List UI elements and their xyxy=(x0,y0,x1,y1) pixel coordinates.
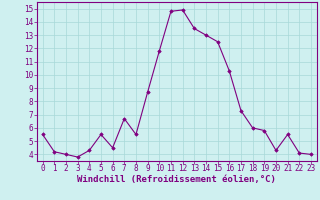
X-axis label: Windchill (Refroidissement éolien,°C): Windchill (Refroidissement éolien,°C) xyxy=(77,175,276,184)
